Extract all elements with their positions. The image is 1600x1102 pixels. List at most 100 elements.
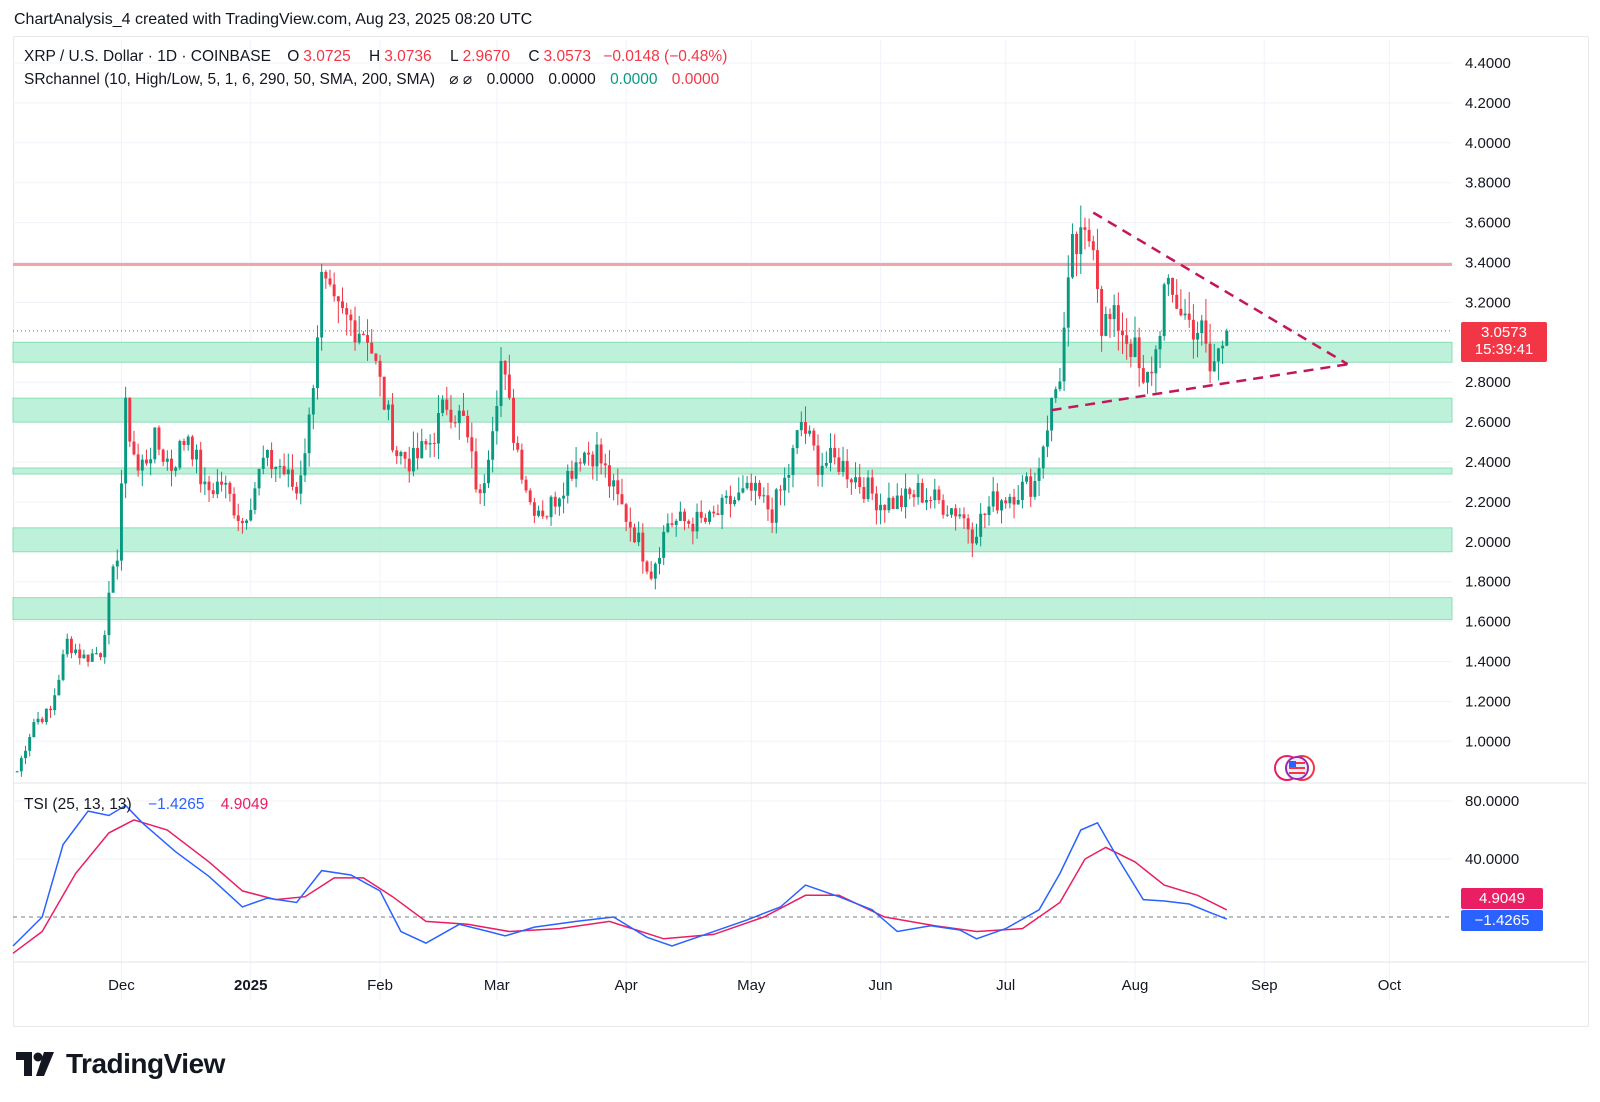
indicator-value-4: 0.0000	[671, 71, 720, 88]
candle-body-219	[929, 500, 933, 502]
price-tick-4: 3.6000	[1465, 215, 1511, 232]
candle-body-82	[357, 333, 361, 343]
candle-body-93	[403, 452, 407, 459]
candle-body-276	[1166, 277, 1170, 285]
candle-body-188	[799, 422, 803, 431]
candle-body-29	[136, 454, 140, 471]
candle-body-141	[603, 463, 607, 466]
triangle-pattern	[1051, 211, 1349, 412]
candle-body-79	[345, 308, 349, 315]
candle-body-217	[920, 483, 924, 503]
countdown-value: 15:39:41	[1474, 341, 1534, 358]
support-zone-0	[12, 341, 1453, 363]
candle-body-286	[1208, 343, 1212, 372]
support-zone-2	[12, 467, 1453, 475]
candle-body-245	[1037, 468, 1041, 481]
candle-body-202	[858, 477, 862, 488]
candle-body-83	[361, 333, 365, 336]
candle-body-189	[804, 422, 807, 434]
candle-body-19	[94, 653, 98, 655]
candle-body-25	[119, 483, 123, 561]
candle-body-53	[236, 515, 240, 521]
candle-body-213	[904, 488, 908, 508]
candle-body-268	[1133, 337, 1137, 357]
candle-body-242	[1025, 476, 1029, 482]
candle-body-234	[991, 491, 995, 507]
change-value: −0.0148 (−0.48%)	[603, 48, 728, 65]
high-label: H	[369, 48, 381, 65]
time-tick-8: Aug	[1122, 977, 1149, 994]
candle-body-208	[883, 504, 887, 511]
candle-body-164	[699, 511, 703, 518]
time-tick-5: May	[737, 977, 766, 994]
candle-body-102	[441, 399, 445, 413]
candle-body-16	[82, 654, 86, 659]
candle-body-228	[966, 518, 970, 530]
price-tick-9: 2.6000	[1465, 414, 1511, 431]
candle-body-221	[937, 489, 941, 501]
candle-body-111	[478, 489, 482, 494]
candle-body-196	[833, 447, 837, 458]
candle-body-241	[1020, 481, 1024, 501]
candle-body-33	[153, 427, 157, 460]
candle-body-77	[336, 296, 340, 302]
candle-body-170	[724, 495, 728, 498]
candle-body-262	[1108, 314, 1112, 320]
candle-body-216	[916, 483, 920, 498]
indicator-value-3: 0.0000	[610, 71, 658, 88]
candle-body-94	[407, 458, 411, 472]
candle-body-1	[19, 758, 23, 772]
candle-body-74	[324, 271, 328, 279]
candle-body-227	[962, 514, 966, 519]
price-tick-1: 4.2000	[1465, 95, 1511, 112]
candle-body-37	[170, 458, 173, 471]
candle-body-260	[1100, 288, 1104, 336]
candle-body-123	[528, 490, 532, 503]
triangle-upper-line	[1092, 211, 1349, 366]
candle-body-128	[549, 496, 553, 518]
candle-body-163	[695, 511, 699, 532]
candle-body-278	[1175, 294, 1179, 309]
low-label: L	[449, 48, 459, 65]
candle-body-186	[791, 448, 795, 476]
candle-body-281	[1187, 313, 1191, 320]
candle-body-187	[795, 430, 799, 449]
candle-body-28	[132, 441, 136, 455]
candle-body-67	[295, 486, 299, 494]
price-tick-13: 1.8000	[1465, 574, 1511, 591]
candle-body-66	[290, 469, 294, 487]
candle-body-122	[524, 479, 528, 491]
tradingview-logo: TradingView	[16, 1048, 225, 1080]
candle-body-32	[149, 459, 153, 464]
tsi-signal-line	[12, 819, 1228, 954]
candle-body-11	[61, 654, 65, 680]
candle-body-156	[666, 523, 670, 532]
candle-body-13	[69, 638, 73, 654]
candle-body-270	[1141, 368, 1145, 383]
candle-body-190	[808, 430, 812, 434]
candle-body-263	[1112, 305, 1116, 320]
candle-body-121	[520, 449, 524, 480]
candle-body-91	[395, 450, 399, 457]
candle-body-168	[716, 513, 720, 515]
candle-body-271	[1146, 371, 1149, 383]
candle-body-40	[182, 440, 186, 446]
candle-body-36	[165, 458, 169, 462]
candle-body-85	[370, 342, 374, 354]
candle-body-54	[240, 520, 244, 524]
candle-body-139	[595, 444, 599, 467]
candle-body-129	[553, 496, 557, 507]
candle-body-181	[770, 509, 774, 523]
price-tick-3: 3.8000	[1465, 175, 1511, 192]
tradingview-logo-icon	[16, 1052, 54, 1076]
candle-body-6	[40, 718, 44, 723]
candle-body-253	[1070, 234, 1074, 278]
price-tick-12: 2.0000	[1465, 534, 1511, 551]
candle-body-238	[1008, 496, 1012, 504]
tsi-tick-0: 80.0000	[1465, 793, 1519, 810]
candle-body-18	[90, 653, 94, 662]
candle-body-152	[649, 571, 653, 579]
candle-body-167	[712, 511, 716, 514]
candle-body-27	[128, 397, 132, 442]
